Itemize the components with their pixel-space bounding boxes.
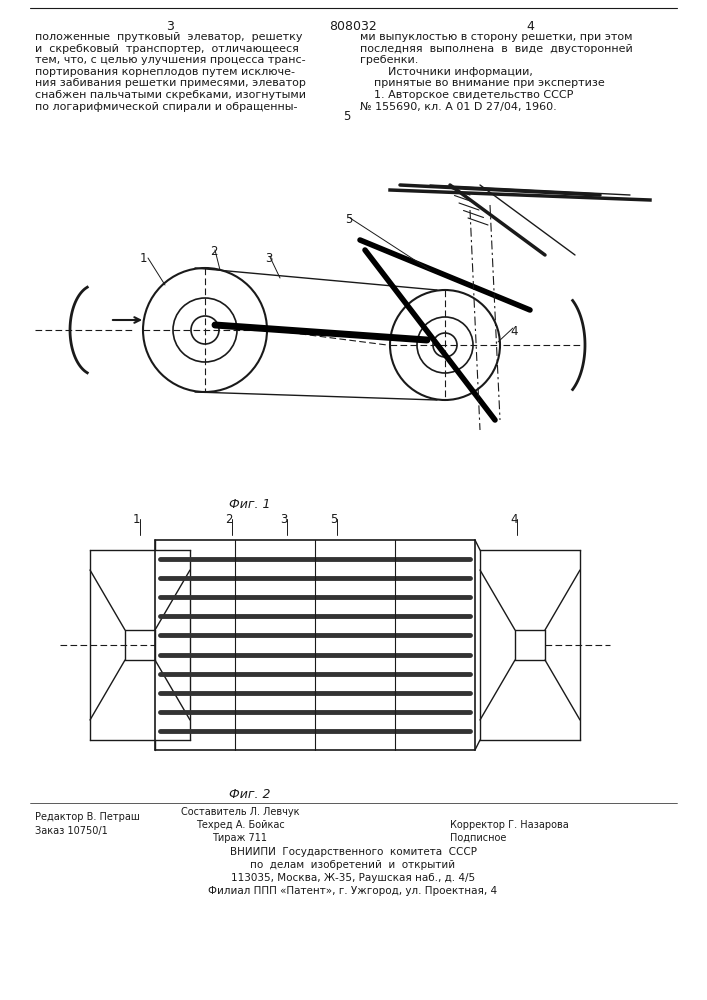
Text: по  делам  изобретений  и  открытий: по делам изобретений и открытий [250,860,455,870]
Text: 3: 3 [265,252,272,265]
Text: положенные  прутковый  элеватор,  решетку
и  скребковый  транспортер,  отличающе: положенные прутковый элеватор, решетку и… [35,32,306,112]
Text: Фиг. 2: Фиг. 2 [229,788,271,801]
Text: ВНИИПИ  Государственного  комитета  СССР: ВНИИПИ Государственного комитета СССР [230,847,477,857]
Text: ми выпуклостью в сторону решетки, при этом
последняя  выполнена  в  виде  двусто: ми выпуклостью в сторону решетки, при эт… [360,32,633,112]
Text: 4: 4 [526,20,534,33]
Text: Подписное: Подписное [450,833,506,843]
Text: 4: 4 [510,325,518,338]
Text: 5: 5 [330,513,337,526]
Text: 2: 2 [210,245,218,258]
Text: Корректор Г. Назарова: Корректор Г. Назарова [450,820,568,830]
Text: 808032: 808032 [329,20,377,33]
Text: Заказ 10750/1: Заказ 10750/1 [35,826,107,836]
Text: 3: 3 [280,513,287,526]
Text: Тираж 711: Тираж 711 [213,833,267,843]
Text: 113035, Москва, Ж-35, Раушская наб., д. 4/5: 113035, Москва, Ж-35, Раушская наб., д. … [231,873,475,883]
Text: 5: 5 [345,213,352,226]
Text: Фиг. 1: Фиг. 1 [229,498,271,511]
Text: 5: 5 [344,110,351,123]
Text: Составитель Л. Левчук: Составитель Л. Левчук [181,807,299,817]
Text: Филиал ППП «Патент», г. Ужгород, ул. Проектная, 4: Филиал ППП «Патент», г. Ужгород, ул. Про… [209,886,498,896]
Text: Техред А. Бойкас: Техред А. Бойкас [196,820,284,830]
Text: Редактор В. Петраш: Редактор В. Петраш [35,812,140,822]
Text: 3: 3 [166,20,174,33]
Text: 2: 2 [225,513,233,526]
Text: 4: 4 [510,513,518,526]
Text: 1: 1 [140,252,148,265]
Text: 1: 1 [133,513,141,526]
